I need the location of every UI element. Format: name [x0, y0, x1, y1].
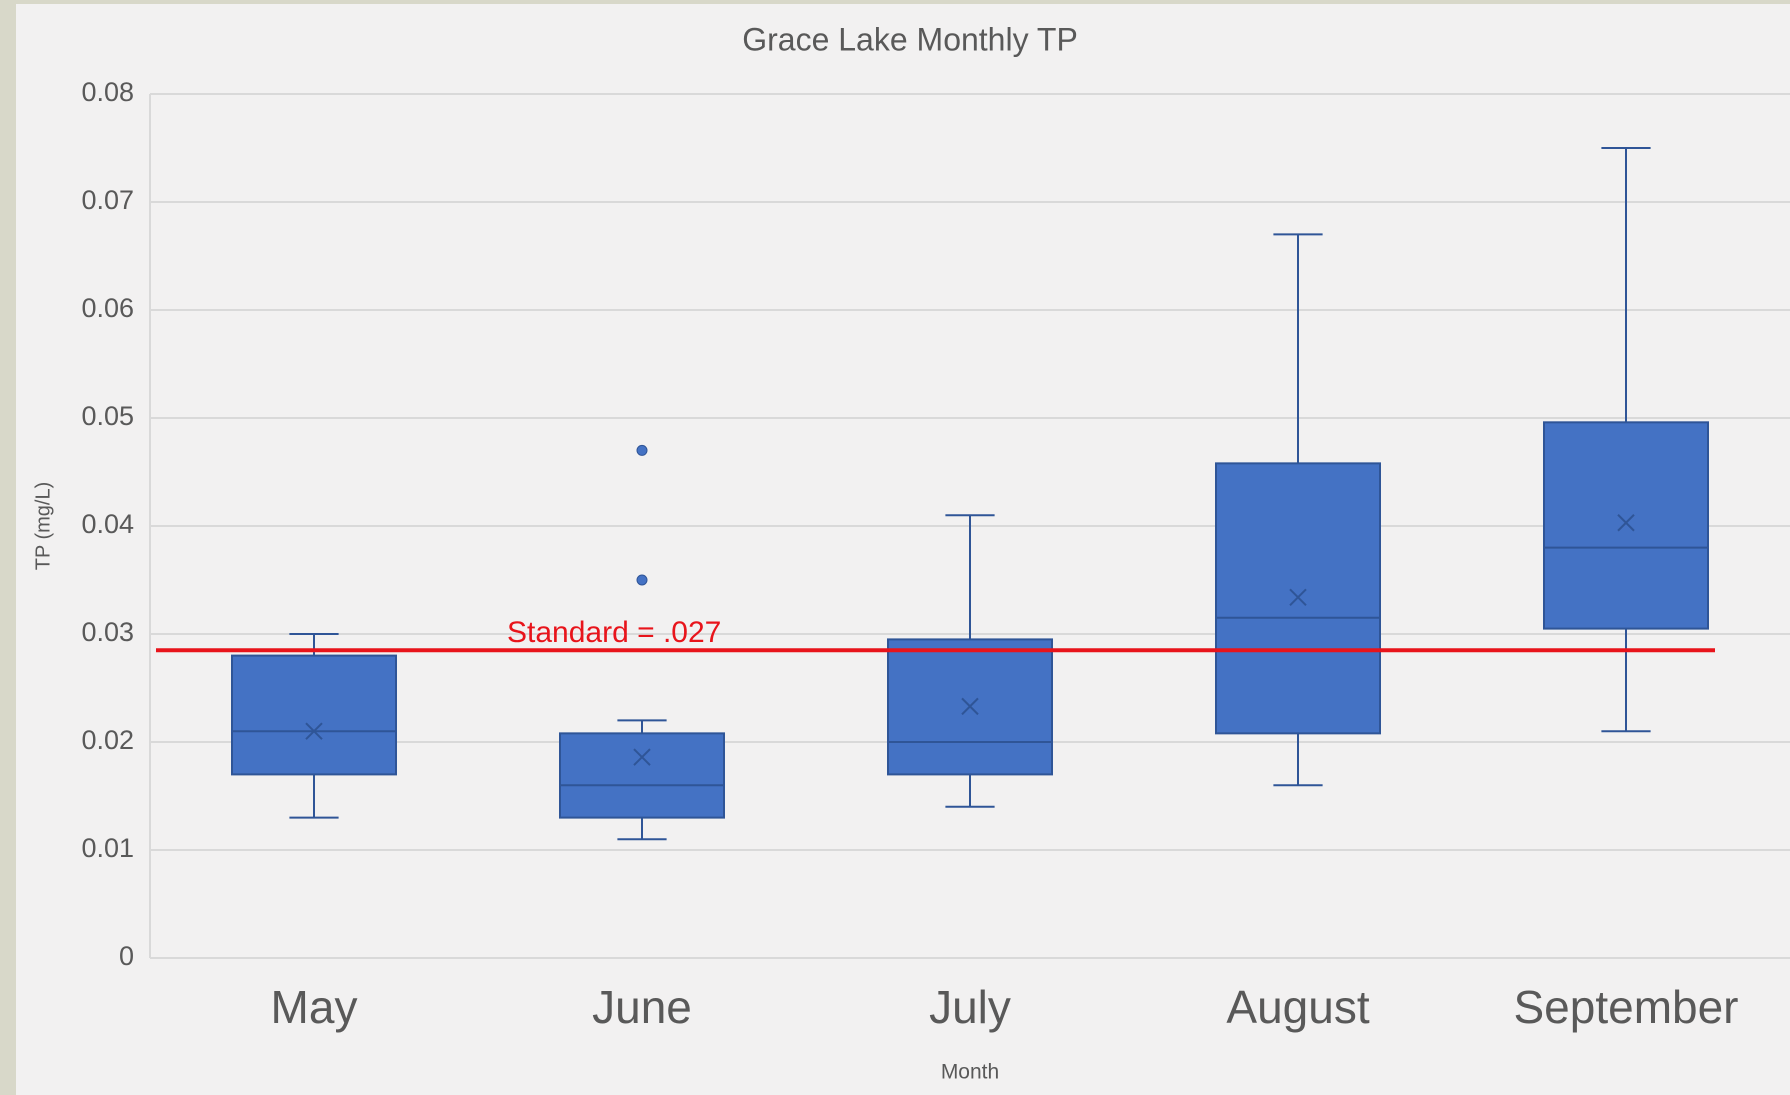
outlier: [636, 574, 648, 586]
y-axis-title: TP (mg/L): [32, 482, 54, 571]
y-tick-label: 0.05: [81, 401, 134, 431]
y-tick-label: 0.03: [81, 617, 134, 647]
y-tick-label: 0: [119, 941, 134, 971]
box: [1543, 421, 1709, 630]
y-tick-label: 0.02: [81, 725, 134, 755]
x-tick-label: July: [929, 981, 1011, 1033]
chart-background: [16, 4, 1790, 1095]
chart-title: Grace Lake Monthly TP: [742, 21, 1078, 57]
y-tick-label: 0.07: [81, 185, 134, 215]
y-tick-label: 0.01: [81, 833, 134, 863]
mean-marker: [1617, 514, 1635, 532]
reference-label: Standard = .027: [507, 616, 721, 649]
mean-marker: [305, 722, 323, 740]
y-tick-label: 0.06: [81, 293, 134, 323]
x-tick-label: September: [1513, 981, 1738, 1033]
box: [559, 732, 725, 819]
x-axis-title: Month: [941, 1061, 999, 1084]
y-tick-label: 0.08: [81, 77, 134, 107]
mean-marker: [961, 697, 979, 716]
mean-marker: [633, 748, 651, 766]
x-tick-label: May: [271, 981, 358, 1033]
y-tick-label: 0.04: [81, 509, 134, 539]
x-tick-label: August: [1226, 981, 1369, 1033]
x-tick-label: June: [592, 981, 692, 1033]
outlier: [636, 444, 648, 456]
mean-marker: [1289, 588, 1307, 606]
box: [231, 654, 397, 776]
